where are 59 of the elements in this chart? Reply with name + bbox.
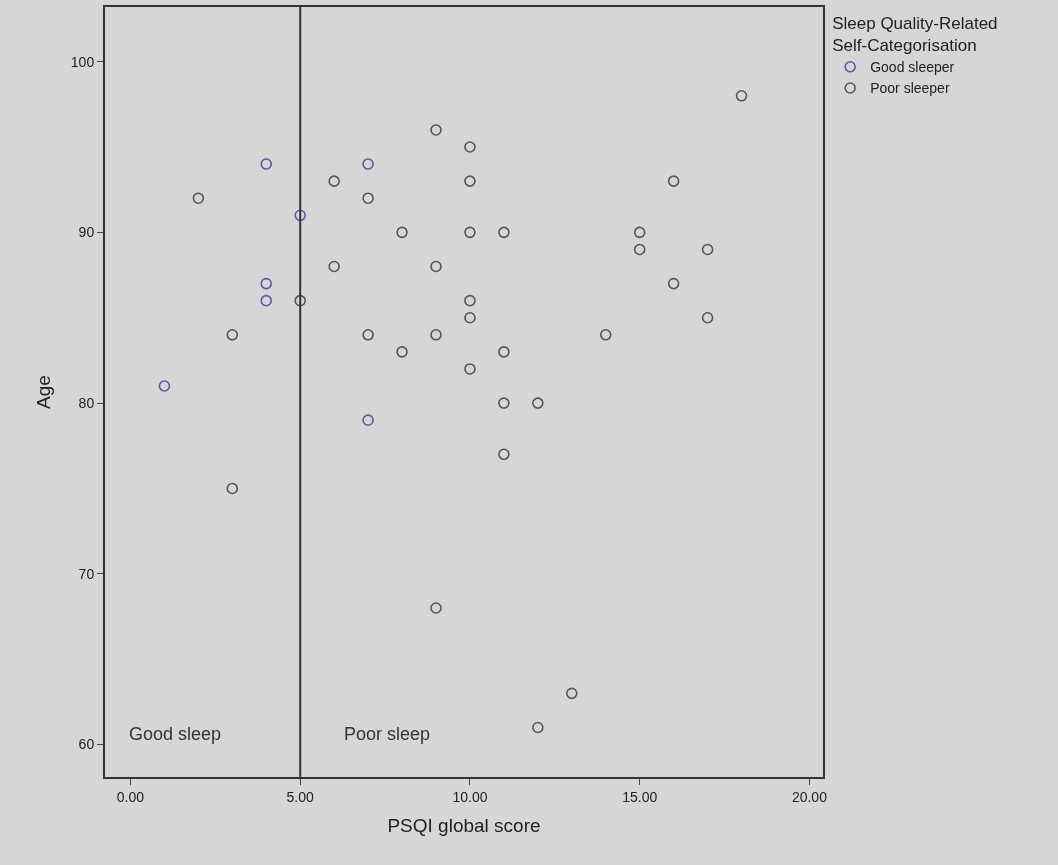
x-tick-label: 0.00 bbox=[116, 788, 145, 805]
point bbox=[498, 397, 510, 409]
point bbox=[396, 226, 408, 239]
point bbox=[735, 89, 748, 102]
point bbox=[464, 311, 476, 324]
point bbox=[226, 329, 239, 341]
point bbox=[226, 482, 239, 495]
point bbox=[532, 397, 544, 409]
point bbox=[667, 277, 680, 290]
x-tick-label: 20.00 bbox=[791, 788, 828, 805]
x-axis-title: PSQI global score bbox=[387, 815, 541, 837]
point bbox=[362, 192, 374, 205]
x-tick-label: 15.00 bbox=[622, 788, 658, 805]
point bbox=[430, 260, 442, 273]
y-axis-title: Age bbox=[33, 375, 55, 409]
point bbox=[192, 192, 205, 205]
point bbox=[430, 329, 442, 341]
point bbox=[464, 294, 476, 307]
point bbox=[599, 329, 612, 341]
point bbox=[464, 141, 476, 153]
point bbox=[328, 175, 340, 187]
annotation: Good sleep bbox=[129, 724, 222, 744]
point bbox=[362, 329, 374, 341]
point bbox=[464, 175, 476, 187]
x-tick-label: 10.00 bbox=[452, 788, 488, 805]
y-tick-label: 60 bbox=[78, 736, 95, 753]
point bbox=[667, 175, 680, 187]
annotation: Poor sleep bbox=[344, 724, 431, 744]
point bbox=[565, 687, 578, 700]
y-tick-label: 80 bbox=[78, 395, 95, 411]
point bbox=[701, 311, 714, 324]
point bbox=[430, 602, 442, 614]
point bbox=[396, 346, 408, 358]
point bbox=[464, 226, 476, 239]
point bbox=[430, 124, 442, 136]
point bbox=[532, 721, 544, 734]
point bbox=[362, 158, 374, 170]
point bbox=[158, 380, 171, 392]
point bbox=[260, 277, 273, 290]
y-tick-label: 100 bbox=[70, 53, 95, 70]
legend-title: Sleep Quality-Related Self-Categorisation bbox=[832, 14, 998, 56]
point bbox=[498, 226, 510, 239]
point bbox=[464, 363, 476, 375]
point bbox=[633, 243, 646, 256]
point bbox=[498, 346, 510, 358]
point bbox=[328, 260, 340, 273]
point bbox=[260, 158, 273, 170]
point bbox=[633, 226, 646, 239]
legend-label: Poor sleeper bbox=[870, 80, 950, 97]
legend-label: Good sleeper bbox=[870, 59, 955, 76]
y-tick-label: 90 bbox=[78, 224, 95, 241]
point bbox=[498, 448, 510, 461]
x-tick-label: 5.00 bbox=[286, 788, 315, 805]
point bbox=[701, 243, 714, 256]
y-tick-label: 70 bbox=[78, 565, 95, 582]
point bbox=[294, 294, 306, 307]
point bbox=[294, 209, 306, 222]
point bbox=[260, 294, 273, 307]
point bbox=[362, 414, 374, 426]
